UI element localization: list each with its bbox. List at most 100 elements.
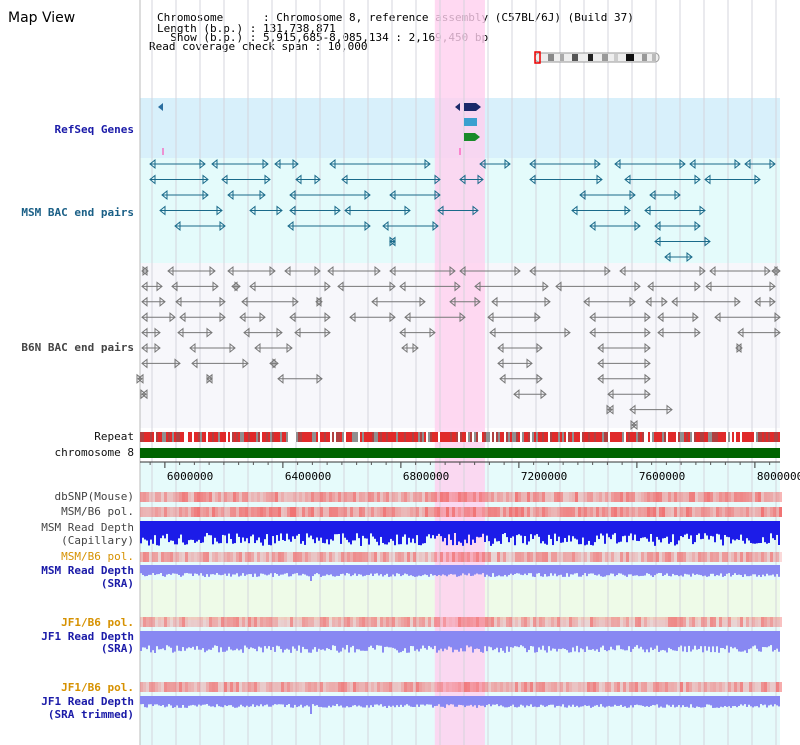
msm-capillary-depth-bar [288, 521, 290, 540]
msm-capillary-depth-bar [608, 521, 610, 538]
dbsnp-heat-cell [266, 492, 269, 502]
jf1-b6-pol-heat-cell [419, 617, 422, 627]
msm-sra-depth-bar [214, 565, 216, 575]
jf1-sra-depth-bar [650, 631, 652, 648]
msm-capillary-depth-bar [550, 521, 552, 539]
jf1-trimmed-depth-bar [756, 696, 758, 707]
jf1-b6-pol-heat-cell [200, 617, 203, 627]
gene-feature[interactable] [464, 118, 477, 126]
msm-sra-depth-bar [518, 565, 520, 574]
jf1-b6-pol-heat-cell [311, 682, 314, 692]
dbsnp-heat-cell [689, 492, 692, 502]
jf1-b6-pol-heat-cell [221, 682, 224, 692]
dbsnp-heat-cell [677, 492, 680, 502]
jf1-sra-depth-bar [746, 631, 748, 653]
b6n-bac-pair-end [141, 281, 148, 292]
jf1-trimmed-depth-bar [194, 696, 196, 706]
jf1-b6-pol-heat-cell [668, 617, 671, 627]
repeat-segment [242, 432, 244, 442]
msm-capillary-depth-bar [148, 521, 150, 546]
jf1-trimmed-depth-bar [760, 696, 762, 705]
chromosome-bar[interactable] [140, 448, 780, 458]
msm-capillary-depth-bar [364, 521, 366, 539]
repeat-segment [162, 432, 164, 442]
gene-arrow[interactable] [158, 103, 163, 111]
gene-feature[interactable] [464, 103, 476, 111]
jf1-trimmed-depth-bar [300, 696, 302, 705]
jf1-trimmed-depth-bar [204, 696, 206, 705]
jf1-b6-pol-heat-cell [446, 682, 449, 692]
ideogram-position-marker[interactable] [534, 51, 541, 64]
jf1-b6-pol-heat-cell [392, 682, 395, 692]
msm-capillary-depth-bar [714, 521, 716, 543]
dbsnp-heat-cell [461, 492, 464, 502]
jf1-sra-depth-bar [702, 631, 704, 653]
dbsnp-heat-cell [335, 492, 338, 502]
msm-b6-pol-heat-cell [770, 552, 773, 562]
jf1-sra-depth-bar [740, 631, 742, 652]
jf1-b6-pol-heat-cell [182, 682, 185, 692]
msm-b6-pol-heat-cell [425, 507, 428, 517]
jf1-trimmed-depth-bar [580, 696, 582, 707]
jf1-b6-pol-heat-cell [599, 617, 602, 627]
b6n-bac-pair-end [349, 312, 356, 323]
dbsnp-heat-cell [179, 492, 182, 502]
jf1-sra-depth-bar [698, 631, 700, 650]
msm-sra-depth-bar [176, 565, 178, 574]
jf1-b6-pol-heat-cell [632, 617, 635, 627]
msm-sra-depth-bar [328, 565, 330, 576]
gene-arrow[interactable] [455, 103, 460, 111]
dbsnp-heat-cell [272, 492, 275, 502]
jf1-trimmed-depth-bar [560, 696, 562, 707]
gene-feature[interactable] [464, 133, 475, 141]
jf1-trimmed-depth-bar [564, 696, 566, 708]
jf1-b6-pol-heat-cell [191, 617, 194, 627]
msm-capillary-depth-bar [180, 521, 182, 535]
jf1-trimmed-depth-bar [588, 696, 590, 706]
msm-b6-pol-heat-cell [527, 507, 530, 517]
jf1-b6-pol-heat-cell [380, 617, 383, 627]
jf1-trimmed-depth-bar [354, 696, 356, 706]
jf1-sra-depth-bar [594, 631, 596, 651]
jf1-sra-depth-bar [708, 631, 710, 647]
jf1-b6-pol-heat-cell [197, 617, 200, 627]
jf1-sra-depth-bar [716, 631, 718, 647]
jf1-sra-depth-bar [466, 631, 468, 646]
msm-b6-pol-heat-cell [503, 507, 506, 517]
jf1-trimmed-depth-bar [384, 696, 386, 707]
jf1-sra-depth-bar [388, 631, 390, 648]
msm-capillary-depth-bar [766, 521, 768, 544]
jf1-b6-pol-heat-cell [434, 617, 437, 627]
track-label-msm-bac[interactable]: MSM BAC end pairs [21, 206, 134, 219]
dbsnp-heat-cell [500, 492, 503, 502]
jf1-b6-pol-heat-cell [191, 682, 194, 692]
dbsnp-heat-cell [329, 492, 332, 502]
jf1-b6-pol-heat-cell [155, 617, 158, 627]
repeat-segment [632, 432, 634, 442]
gene-arrow[interactable] [475, 133, 480, 141]
track-label-b6n-bac[interactable]: B6N BAC end pairs [21, 341, 134, 354]
jf1-b6-pol-heat-cell [140, 682, 143, 692]
msm-b6-pol-heat-cell [359, 552, 362, 562]
msm-bac-pair-end [579, 189, 586, 201]
msm-sra-depth-bar [538, 565, 540, 574]
jf1-b6-pol-heat-cell [659, 682, 662, 692]
msm-capillary-depth-bar [576, 521, 578, 540]
dbsnp-heat-cell [578, 492, 581, 502]
track-label-refseq-genes[interactable]: RefSeq Genes [54, 123, 134, 136]
jf1-b6-pol-heat-cell [248, 682, 251, 692]
msm-capillary-depth-bar [538, 521, 540, 537]
repeat-segment [320, 432, 322, 442]
b6n-bac-pair-end [555, 281, 562, 292]
jf1-b6-pol-heat-cell [743, 617, 746, 627]
b6n-bac-pair-end [526, 358, 533, 369]
msm-b6-pol-heat-cell [461, 552, 464, 562]
msm-capillary-depth-bar [296, 521, 298, 536]
msm-capillary-depth-bar [512, 521, 514, 537]
gene-arrow[interactable] [476, 103, 481, 111]
jf1-sra-depth-bar [320, 631, 322, 650]
msm-sra-depth-bar [560, 565, 562, 575]
msm-sra-depth-bar [738, 565, 740, 575]
msm-b6-pol-heat-cell [596, 507, 599, 517]
